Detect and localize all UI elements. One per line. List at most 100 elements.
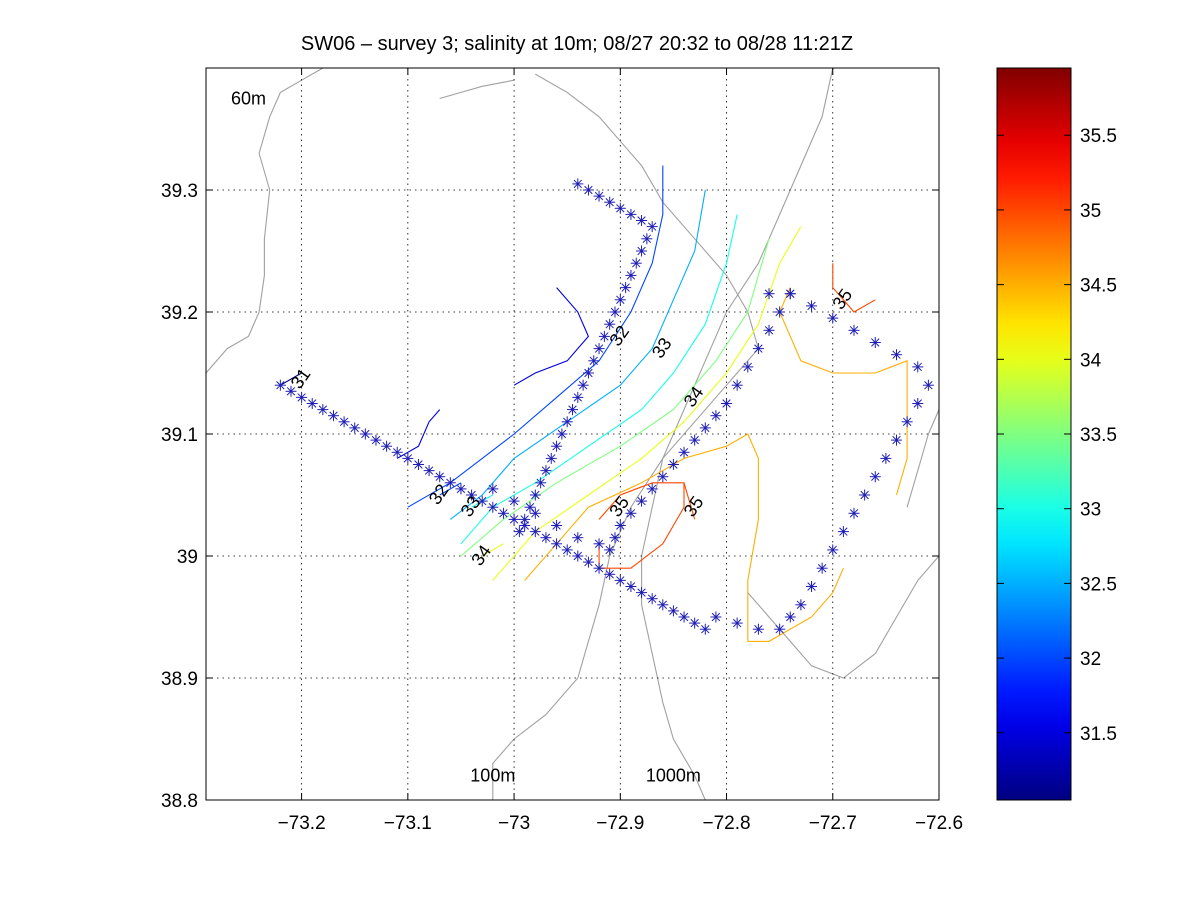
contour-line <box>492 226 802 581</box>
contour-label: 34 <box>680 383 708 411</box>
station-marker <box>296 391 308 403</box>
station-marker <box>604 544 616 556</box>
contour-line <box>407 165 664 508</box>
station-marker <box>891 434 903 446</box>
station-marker <box>572 532 584 544</box>
grid-layer <box>206 68 940 801</box>
station-marker <box>848 324 860 336</box>
bathymetry-line <box>747 555 940 679</box>
x-tick-label: −73.2 <box>278 813 326 834</box>
station-marker <box>567 404 578 416</box>
station-marker <box>827 312 839 324</box>
contour-line <box>396 409 441 459</box>
colorbar-tick-label: 35 <box>1080 201 1101 222</box>
contour-line <box>460 238 770 557</box>
station-marker <box>721 398 733 409</box>
y-tick-label: 39.2 <box>161 303 198 324</box>
station-marker <box>593 190 605 202</box>
station-marker <box>434 471 446 483</box>
station-marker <box>593 343 605 355</box>
station-marker <box>551 538 563 550</box>
station-marker <box>625 507 637 519</box>
station-marker <box>784 288 796 300</box>
station-marker <box>614 574 626 586</box>
colorbar-tick-label: 31.5 <box>1080 724 1117 745</box>
station-marker <box>646 593 658 605</box>
contour-line <box>832 263 876 313</box>
plot-frame <box>205 67 940 801</box>
x-tick-label: −72.9 <box>596 813 644 834</box>
station-marker <box>806 581 818 592</box>
station-marker <box>306 398 318 409</box>
station-marker <box>529 489 541 501</box>
station-marker <box>816 562 828 574</box>
x-tick-label: −72.6 <box>915 813 963 834</box>
station-marker <box>391 446 403 458</box>
chart-title: SW06 – survey 3; salinity at 10m; 08/27 … <box>301 33 853 55</box>
station-marker <box>545 452 557 464</box>
x-tick-label: −72.8 <box>702 813 750 834</box>
station-marker <box>848 507 860 519</box>
contour-line <box>683 482 696 520</box>
station-marker <box>349 422 361 434</box>
station-marker <box>370 434 382 446</box>
station-marker <box>381 440 393 452</box>
station-marker <box>359 428 371 440</box>
station-marker <box>827 544 839 556</box>
x-tick-label: −72.7 <box>809 813 857 834</box>
station-marker <box>455 483 467 495</box>
colorbar: 31.5 32 32.5 33 33.5 34 34.5 35 35.5 <box>996 67 1117 801</box>
depth-label: 1000m <box>646 766 701 786</box>
station-marker <box>763 288 775 300</box>
contour-label: 35 <box>605 493 633 521</box>
y-tick-label: 39.3 <box>161 181 198 202</box>
station-marker <box>598 330 610 342</box>
station-marker <box>466 489 478 501</box>
station-marker <box>795 599 807 611</box>
station-marker <box>582 367 594 379</box>
y-tick-label: 38.9 <box>161 669 198 690</box>
station-marker <box>614 202 626 214</box>
colorbar-tick-label: 32.5 <box>1080 574 1117 595</box>
station-marker <box>582 184 594 196</box>
station-marker <box>859 489 871 501</box>
station-marker <box>582 556 594 568</box>
station-marker <box>593 538 605 550</box>
station-marker <box>636 215 648 226</box>
station-marker <box>476 495 488 507</box>
x-tick-label: −73.1 <box>384 813 432 834</box>
x-tick-label: −73 <box>498 813 530 834</box>
y-tick-label: 39.1 <box>161 425 198 446</box>
station-marker <box>412 459 424 470</box>
contour-layer <box>280 165 908 642</box>
station-marker <box>657 599 669 611</box>
depth-label: 100m <box>470 766 515 786</box>
colorbar-tick-label: 32 <box>1080 649 1101 670</box>
station-marker <box>519 513 531 525</box>
station-marker <box>529 526 541 538</box>
station-marker <box>625 269 637 281</box>
station-marker <box>710 611 722 623</box>
bathymetry-line <box>205 67 324 374</box>
station-marker <box>423 465 435 477</box>
station-marker <box>588 355 600 367</box>
station-marker <box>338 416 350 428</box>
station-marker <box>731 379 743 391</box>
station-marker <box>444 477 456 489</box>
y-tick-label: 38.8 <box>161 791 198 812</box>
station-marker <box>620 282 632 294</box>
station-marker <box>327 410 339 422</box>
bathymetry-line <box>641 67 834 801</box>
colorbar-ticks: 31.5 32 32.5 33 33.5 34 34.5 35 35.5 <box>997 126 1117 745</box>
station-marker <box>869 337 881 348</box>
station-marker <box>731 617 743 629</box>
station-marker <box>551 440 563 452</box>
station-marker <box>535 477 547 489</box>
station-marker <box>556 428 568 440</box>
station-marker <box>636 245 648 257</box>
station-marker <box>657 471 669 483</box>
station-marker <box>880 452 892 464</box>
station-marker <box>572 178 584 190</box>
contour-line <box>449 189 706 520</box>
